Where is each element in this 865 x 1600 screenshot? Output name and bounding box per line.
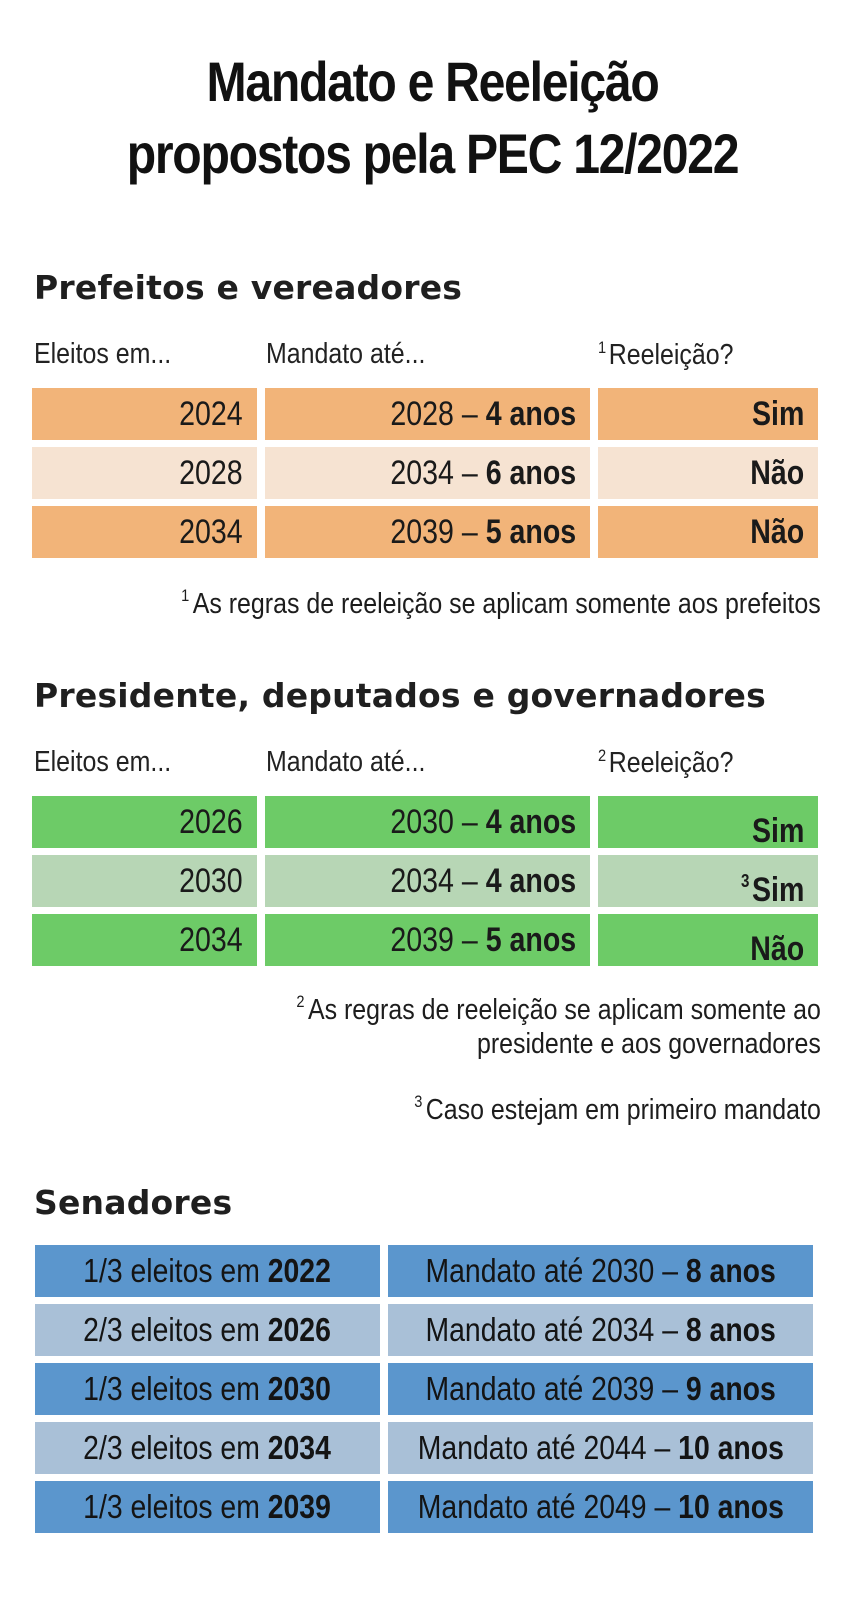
table-row: 2030 2034 – 4 anos 3Sim — [32, 855, 818, 907]
footnote-1: 1 As regras de reeleição se aplicam somen… — [181, 576, 821, 624]
column-header-eleitos: Eleitos em... — [34, 338, 172, 370]
column-header-eleitos: Eleitos em... — [34, 746, 172, 778]
mandato-cell: Mandato até 2034 – 8 anos — [388, 1304, 813, 1356]
eleitos-cell: 2030 — [32, 855, 257, 907]
footnote-2-continued: presidente e aos governadores — [477, 1028, 821, 1060]
mandato-cell: Mandato até 2030 – 8 anos — [388, 1245, 813, 1297]
table-row: 2026 2030 – 4 anos Sim — [32, 796, 818, 848]
eleitos-cell: 2/3 eleitos em 2034 — [35, 1422, 380, 1474]
section-heading-senadores: Senadores — [34, 1183, 233, 1222]
reeleicao-cell: Não — [598, 447, 818, 499]
footnote-2: 2 As regras de reeleição se aplicam somen… — [296, 982, 821, 1030]
table-row: 2024 2028 – 4 anos Sim — [32, 388, 818, 440]
footnote-3: 3 Caso estejam em primeiro mandato — [414, 1082, 821, 1130]
table-row: 2034 2039 – 5 anos Não — [32, 914, 818, 966]
footnote-marker: 3 — [414, 1092, 423, 1111]
mandato-cell: 2030 – 4 anos — [265, 796, 590, 848]
table-row: 2034 2039 – 5 anos Não — [32, 506, 818, 558]
column-header-reeleicao: 2Reeleição? — [598, 746, 734, 780]
footnote-marker: 2 — [598, 746, 607, 765]
footnote-marker: 1 — [598, 338, 607, 357]
eleitos-cell: 2/3 eleitos em 2026 — [35, 1304, 380, 1356]
mandato-cell: Mandato até 2049 – 10 anos — [388, 1481, 813, 1533]
mandato-cell: 2034 – 4 anos — [265, 855, 590, 907]
footnote-text: As regras de reeleição se aplicam soment… — [193, 588, 821, 620]
reeleicao-cell: Sim — [598, 388, 818, 440]
footnote-marker: 3 — [740, 871, 750, 891]
reeleicao-cell: 3Sim — [598, 855, 818, 907]
eleitos-cell: 2034 — [32, 506, 257, 558]
footnote-marker: 1 — [181, 586, 190, 605]
table-row: 2028 2034 – 6 anos Não — [32, 447, 818, 499]
table-row: 1/3 eleitos em 2039 Mandato até 2049 – 1… — [35, 1481, 813, 1533]
mandato-cell: Mandato até 2039 – 9 anos — [388, 1363, 813, 1415]
eleitos-cell: 2034 — [32, 914, 257, 966]
table-row: 1/3 eleitos em 2022 Mandato até 2030 – 8… — [35, 1245, 813, 1297]
mandato-cell: 2039 – 5 anos — [265, 506, 590, 558]
table-row: 2/3 eleitos em 2026 Mandato até 2034 – 8… — [35, 1304, 813, 1356]
mandato-cell: 2034 – 6 anos — [265, 447, 590, 499]
footnote-text: Caso estejam em primeiro mandato — [425, 1094, 821, 1126]
section-heading-prefeitos: Prefeitos e vereadores — [34, 268, 463, 307]
eleitos-cell: 1/3 eleitos em 2022 — [35, 1245, 380, 1297]
mandato-cell: 2039 – 5 anos — [265, 914, 590, 966]
eleitos-cell: 2026 — [32, 796, 257, 848]
eleitos-cell: 2028 — [32, 447, 257, 499]
table-row: 1/3 eleitos em 2030 Mandato até 2039 – 9… — [35, 1363, 813, 1415]
table-row: 2/3 eleitos em 2034 Mandato até 2044 – 1… — [35, 1422, 813, 1474]
mandato-cell: 2028 – 4 anos — [265, 388, 590, 440]
mandato-cell: Mandato até 2044 – 10 anos — [388, 1422, 813, 1474]
page-title: Mandato e Reeleição propostos pela PEC 1… — [61, 46, 805, 190]
column-header-reeleicao-label: Reeleição? — [608, 747, 734, 779]
column-header-reeleicao-label: Reeleição? — [608, 339, 734, 371]
section-heading-presidente: Presidente, deputados e governadores — [34, 676, 766, 715]
column-header-mandato: Mandato até... — [266, 338, 426, 370]
title-line-2: propostos pela PEC 12/2022 — [126, 122, 740, 185]
footnote-text: As regras de reeleição se aplicam soment… — [308, 994, 821, 1026]
column-header-reeleicao: 1Reeleição? — [598, 338, 734, 372]
eleitos-cell: 1/3 eleitos em 2039 — [35, 1481, 380, 1533]
reeleicao-cell: Sim — [598, 796, 818, 848]
title-line-1: Mandato e Reeleição — [206, 50, 660, 113]
eleitos-cell: 2024 — [32, 388, 257, 440]
column-header-mandato: Mandato até... — [266, 746, 426, 778]
footnote-marker: 2 — [296, 992, 305, 1011]
eleitos-cell: 1/3 eleitos em 2030 — [35, 1363, 380, 1415]
reeleicao-cell: Não — [598, 506, 818, 558]
reeleicao-cell: Não — [598, 914, 818, 966]
